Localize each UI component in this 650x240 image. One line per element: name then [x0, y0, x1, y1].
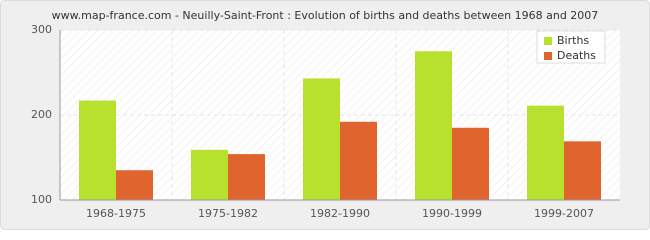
x-tick-label: 1968-1975: [86, 207, 146, 220]
x-tick-label: 1990-1999: [422, 207, 482, 220]
y-tick-label: 200: [31, 108, 52, 121]
bar: [564, 141, 601, 200]
bar: [116, 170, 153, 200]
bar: [79, 100, 116, 200]
bar: [527, 105, 564, 200]
bar: [452, 127, 489, 200]
bar: [340, 121, 377, 200]
chart-title: www.map-france.com - Neuilly-Saint-Front…: [52, 9, 599, 22]
bar: [191, 149, 228, 200]
x-tick-label: 1999-2007: [534, 207, 594, 220]
legend-label: Deaths: [557, 49, 596, 62]
y-tick-label: 300: [31, 23, 52, 36]
bar: [228, 154, 265, 200]
legend-swatch: [544, 37, 552, 45]
y-tick-label: 100: [31, 193, 52, 206]
legend-swatch: [544, 52, 552, 60]
bar: [415, 51, 452, 200]
x-tick-label: 1975-1982: [198, 207, 258, 220]
legend-label: Births: [557, 34, 589, 47]
page: {"chart_data": {"type": "bar", "title": …: [0, 0, 650, 230]
bar: [303, 78, 340, 200]
chart: www.map-france.com - Neuilly-Saint-Front…: [0, 0, 650, 230]
x-tick-label: 1982-1990: [310, 207, 370, 220]
